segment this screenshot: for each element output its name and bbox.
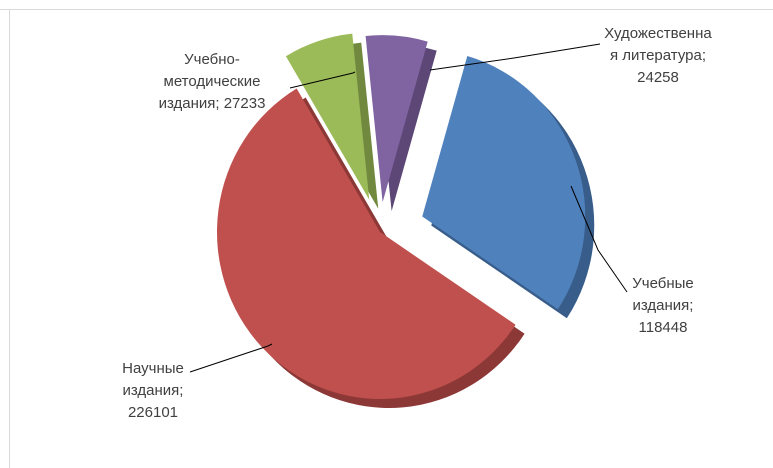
data-label: Учебные издания; 118448 (632, 275, 694, 336)
pie-slice[interactable] (422, 56, 586, 310)
data-label-line: издания; (633, 297, 694, 314)
data-labels: Художественна я литература; 24258 Учебные из… (122, 25, 712, 421)
data-label-line: издания; (123, 382, 184, 399)
slice-faces (216, 33, 586, 400)
pie-slice[interactable] (365, 35, 428, 203)
leader-line (429, 43, 601, 71)
leader-line (289, 71, 356, 89)
data-label-line: Художественна (604, 25, 712, 42)
data-label-line: Научные (122, 360, 184, 377)
data-label-line: Учебно- (184, 51, 240, 68)
leader-line (570, 185, 628, 293)
data-label-line: Учебные (632, 275, 694, 292)
data-label-line: методические (164, 73, 261, 90)
data-label: Художественна я литература; 24258 (604, 25, 712, 86)
data-label: Научные издания; 226101 (122, 360, 184, 421)
leader-line (189, 343, 273, 373)
data-label-line: 226101 (128, 404, 178, 421)
data-label-line: я литература; (610, 47, 706, 64)
pie-slice[interactable] (285, 33, 370, 200)
data-label-line: 24258 (637, 69, 679, 86)
data-label: Учебно-методические издания; 27233 (159, 51, 266, 112)
data-label-line: издания; 27233 (159, 95, 266, 112)
data-label-line: 118448 (639, 319, 688, 336)
leader-lines (189, 43, 628, 373)
pie-slice[interactable] (216, 88, 516, 400)
